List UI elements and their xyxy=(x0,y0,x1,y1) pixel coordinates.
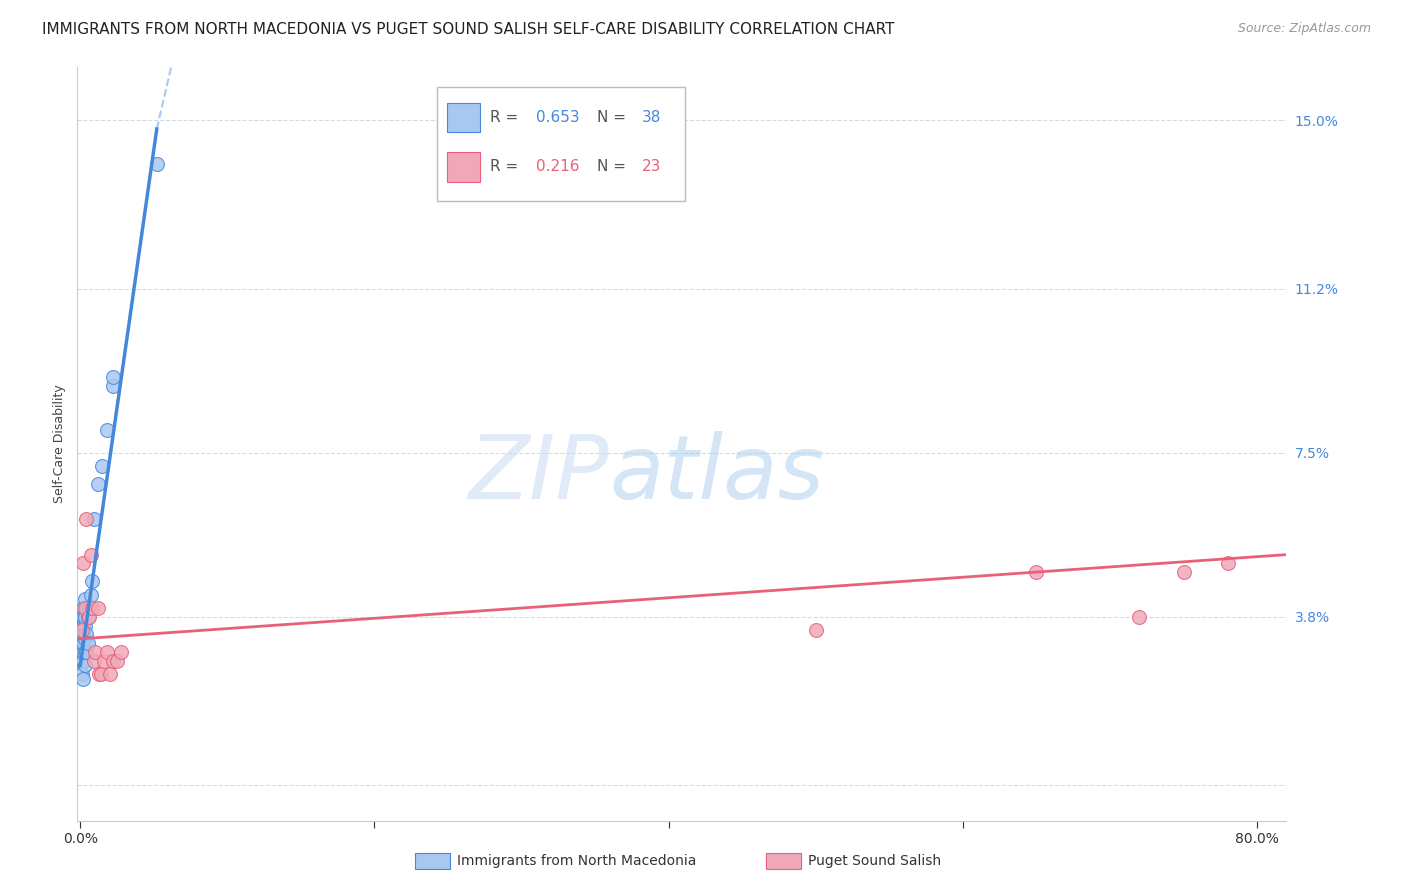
Point xyxy=(1173,566,1195,580)
Point xyxy=(70,640,93,655)
Point xyxy=(70,609,93,624)
Point xyxy=(72,609,94,624)
Point xyxy=(89,667,111,681)
Point xyxy=(91,458,114,473)
Point xyxy=(75,512,97,526)
Text: IMMIGRANTS FROM NORTH MACEDONIA VS PUGET SOUND SALISH SELF-CARE DISABILITY CORRE: IMMIGRANTS FROM NORTH MACEDONIA VS PUGET… xyxy=(42,22,894,37)
Text: Immigrants from North Macedonia: Immigrants from North Macedonia xyxy=(457,854,696,868)
Point xyxy=(96,645,118,659)
Point xyxy=(73,591,96,606)
Text: Puget Sound Salish: Puget Sound Salish xyxy=(808,854,942,868)
Point xyxy=(70,667,93,681)
Point xyxy=(101,370,124,384)
Point xyxy=(76,609,98,624)
Point xyxy=(72,636,94,650)
Point xyxy=(73,658,96,673)
Point xyxy=(72,600,94,615)
Point xyxy=(72,654,94,668)
Point xyxy=(70,623,93,637)
Point xyxy=(69,654,91,668)
Point xyxy=(75,627,97,641)
Point xyxy=(80,574,103,589)
Point xyxy=(87,476,110,491)
Text: atlas: atlas xyxy=(609,431,824,517)
Point xyxy=(77,600,100,615)
Point xyxy=(69,645,91,659)
Point xyxy=(101,654,124,668)
Point xyxy=(76,636,98,650)
Point xyxy=(70,623,93,637)
Point xyxy=(73,632,96,646)
Point xyxy=(77,609,100,624)
Point xyxy=(72,645,94,659)
Point xyxy=(804,623,827,637)
Point xyxy=(72,557,94,571)
Point xyxy=(70,654,93,668)
Point xyxy=(73,600,96,615)
Point xyxy=(93,654,115,668)
Point xyxy=(73,609,96,624)
Point xyxy=(79,588,101,602)
Point xyxy=(83,654,105,668)
Text: ZIP: ZIP xyxy=(468,431,609,517)
Point xyxy=(84,645,107,659)
Point xyxy=(75,600,97,615)
Point xyxy=(70,632,93,646)
Point xyxy=(1216,557,1239,571)
Point xyxy=(1025,566,1047,580)
Point xyxy=(70,618,93,632)
Point xyxy=(72,672,94,686)
Point xyxy=(79,548,101,562)
Point xyxy=(101,379,124,393)
Point xyxy=(98,667,121,681)
Point xyxy=(73,645,96,659)
Point xyxy=(87,600,110,615)
Point xyxy=(110,645,132,659)
Point xyxy=(105,654,128,668)
Point xyxy=(72,618,94,632)
Y-axis label: Self-Care Disability: Self-Care Disability xyxy=(53,384,66,503)
Point xyxy=(73,618,96,632)
Point xyxy=(145,157,167,171)
Point xyxy=(96,424,118,438)
Text: Source: ZipAtlas.com: Source: ZipAtlas.com xyxy=(1237,22,1371,36)
Point xyxy=(75,645,97,659)
Point xyxy=(1128,609,1150,624)
Point xyxy=(90,667,112,681)
Point xyxy=(72,627,94,641)
Point xyxy=(83,512,105,526)
Point xyxy=(80,600,103,615)
